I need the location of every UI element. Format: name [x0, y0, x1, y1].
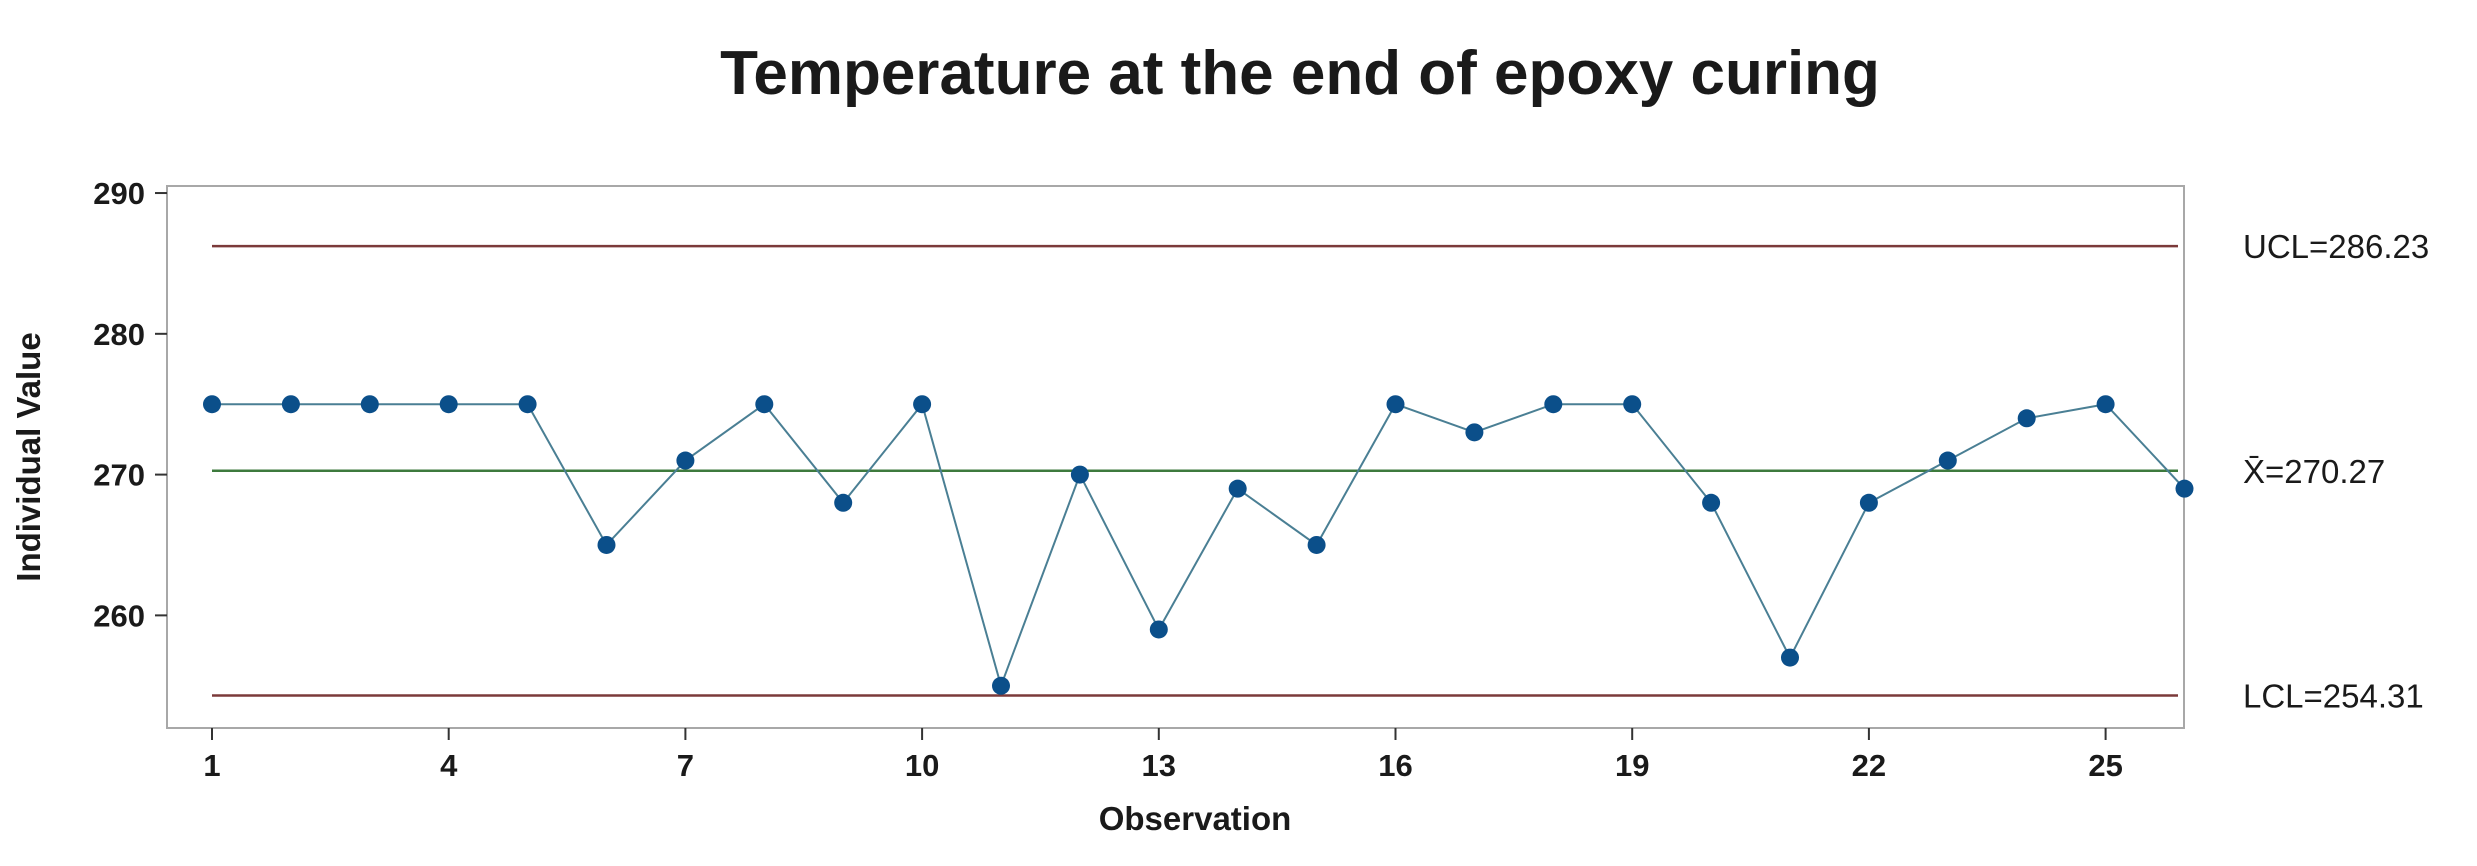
- data-point-16: [1386, 395, 1405, 414]
- x-tick-label: 7: [677, 748, 694, 783]
- reference-labels: UCL=286.23 X̄=270.27 LCL=254.31: [2243, 228, 2429, 714]
- data-point-11: [992, 676, 1010, 695]
- x-axis-label: Observation: [1099, 800, 1292, 837]
- series-points: [203, 395, 2194, 695]
- data-point-10: [913, 395, 932, 414]
- x-tick-label: 1: [203, 748, 220, 783]
- data-point-21: [1781, 648, 1799, 667]
- data-point-18: [1544, 395, 1563, 414]
- y-tick-label: 280: [93, 317, 145, 352]
- reference-label-1: X̄=270.27: [2243, 453, 2385, 490]
- data-point-20: [1702, 493, 1721, 512]
- y-tick-label: 270: [93, 458, 145, 493]
- data-point-9: [834, 493, 853, 512]
- x-tick-label: 16: [1378, 748, 1412, 783]
- y-tick-label: 260: [93, 598, 145, 633]
- data-point-13: [1149, 620, 1168, 639]
- x-tick-label: 10: [905, 748, 939, 783]
- data-point-17: [1465, 423, 1484, 442]
- data-point-8: [755, 395, 774, 414]
- x-tick-label: 13: [1142, 748, 1176, 783]
- data-point-14: [1228, 479, 1247, 498]
- data-point-22: [1859, 493, 1878, 512]
- x-tick-label: 22: [1852, 748, 1886, 783]
- y-axis: 260 270 280 290: [93, 176, 167, 633]
- data-point-2: [281, 395, 300, 414]
- y-axis-label: Individual Value: [10, 332, 47, 581]
- reference-lines: [212, 244, 2178, 697]
- data-point-24: [2017, 409, 2036, 428]
- data-point-1: [203, 395, 221, 414]
- data-point-6: [597, 535, 616, 554]
- data-point-7: [676, 451, 695, 470]
- x-tick-label: 19: [1615, 748, 1649, 783]
- data-point-26: [2175, 479, 2194, 498]
- data-point-19: [1623, 395, 1642, 414]
- data-point-25: [2096, 395, 2115, 414]
- data-point-12: [1070, 465, 1089, 484]
- data-point-3: [360, 395, 379, 414]
- x-axis: 1 4 7 10 13 16 19 22 25: [203, 728, 2123, 783]
- data-point-5: [518, 395, 537, 414]
- reference-label-2: LCL=254.31: [2243, 677, 2424, 714]
- plot-area: [166, 185, 2185, 729]
- x-tick-label: 25: [2088, 748, 2122, 783]
- series-line: [212, 402, 2186, 689]
- reference-label-0: UCL=286.23: [2243, 228, 2429, 265]
- y-tick-label: 290: [93, 176, 145, 211]
- data-point-4: [439, 395, 458, 414]
- chart-title: Temperature at the end of epoxy curing: [720, 39, 1880, 108]
- x-tick-label: 4: [440, 748, 458, 783]
- data-point-23: [1938, 451, 1957, 470]
- data-point-15: [1307, 535, 1326, 554]
